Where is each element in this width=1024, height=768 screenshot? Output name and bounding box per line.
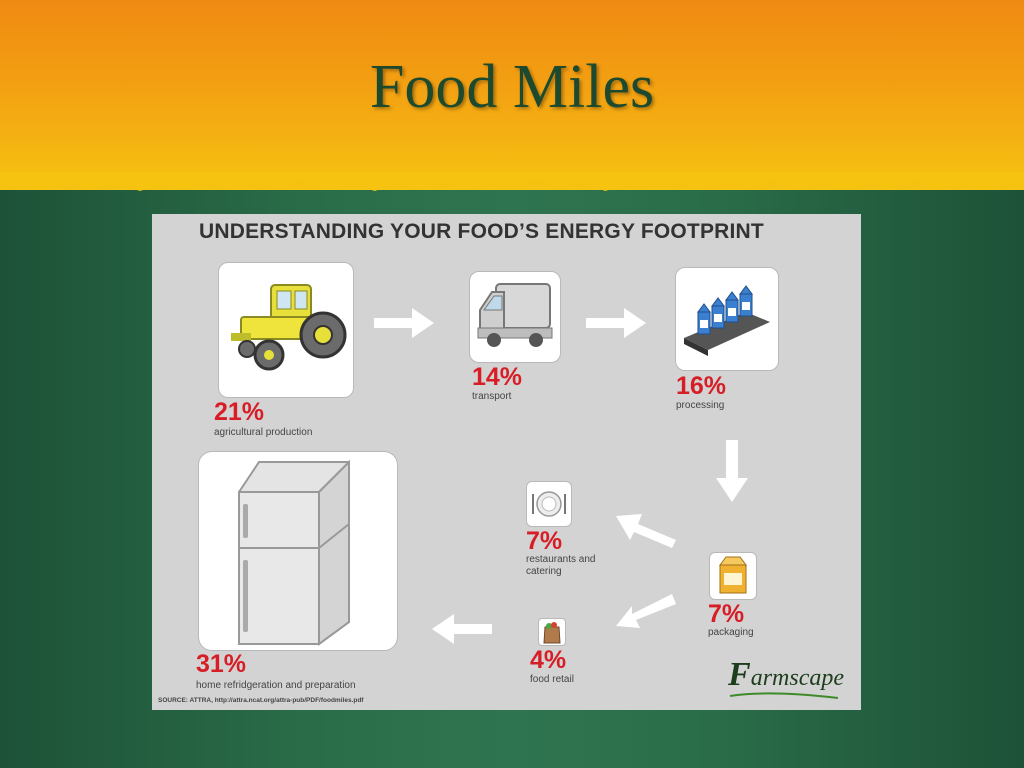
transport-percent: 14%	[472, 363, 523, 391]
arrow-right-icon	[374, 308, 434, 338]
truck-icon	[477, 283, 553, 347]
packaging-percent: 7%	[708, 600, 745, 628]
title-banner	[0, 0, 1024, 190]
refrigerator-card	[198, 451, 398, 651]
restaurants-label-line1: restaurants and	[526, 554, 596, 565]
farmscape-logo: Farmscape	[728, 650, 858, 706]
agricultural-label: agricultural production	[214, 427, 313, 438]
infographic-heading: UNDERSTANDING YOUR FOOD’S ENERGY FOOTPRI…	[199, 220, 764, 243]
arrow-left-icon	[432, 614, 492, 644]
tractor-card	[218, 262, 354, 398]
farmscape-logo-graphic	[729, 692, 839, 699]
arrow-down-left-icon	[616, 594, 676, 628]
conveyor-cartons-icon	[684, 285, 770, 356]
retail-card	[538, 618, 566, 646]
plate-icon	[532, 491, 566, 517]
agricultural-percent: 21%	[214, 398, 265, 426]
restaurants-percent: 7%	[526, 527, 563, 555]
tractor-icon	[231, 284, 347, 371]
packaging-card	[709, 552, 757, 600]
retail-label: food retail	[530, 674, 574, 685]
refrigerator-icon	[238, 459, 350, 646]
arrow-up-left-icon	[616, 514, 676, 548]
slide-title: Food Miles	[369, 53, 655, 121]
box-icon	[719, 556, 747, 594]
restaurants-card	[526, 481, 572, 527]
restaurants-label: restaurants and catering	[526, 554, 596, 578]
home-percent: 31%	[196, 650, 247, 678]
home-label: home refridgeration and preparation	[196, 680, 356, 691]
truck-card	[469, 271, 561, 363]
infographic-panel: UNDERSTANDING YOUR FOOD’S ENERGY FOOTPRI…	[152, 214, 861, 710]
arrow-right-icon	[586, 308, 646, 338]
arrow-down-icon	[716, 440, 748, 502]
transport-label: transport	[472, 391, 512, 402]
banner-torn-edge	[0, 172, 1024, 191]
retail-percent: 4%	[530, 646, 567, 674]
restaurants-label-line2: catering	[526, 566, 562, 577]
processing-card	[675, 267, 779, 371]
brand-name: armscape	[750, 665, 845, 691]
brand-initial: F	[728, 656, 751, 693]
grocery-bag-icon	[543, 622, 561, 644]
processing-percent: 16%	[676, 372, 727, 400]
processing-label: processing	[676, 400, 725, 411]
source-citation: SOURCE: ATTRA, http://attra.ncat.org/att…	[158, 697, 364, 704]
packaging-label: packaging	[708, 627, 754, 638]
